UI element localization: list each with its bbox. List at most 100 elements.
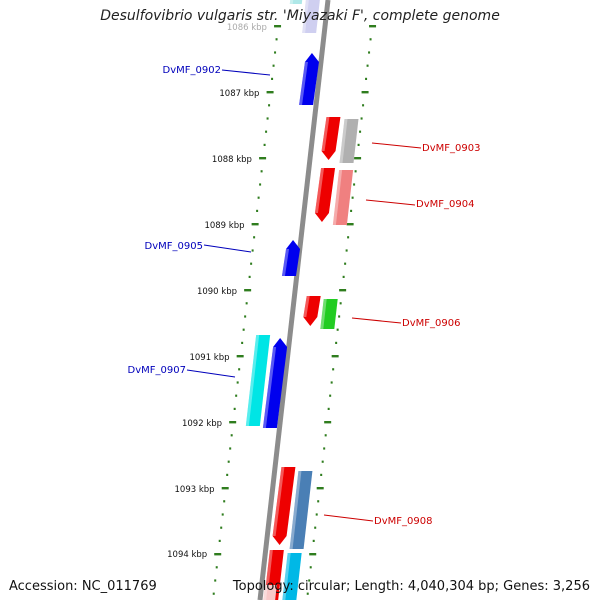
tick-mark (238, 368, 241, 371)
tick-mark (309, 566, 312, 569)
gene-feature-dvmf-0907-b (262, 338, 288, 428)
tick-mark (260, 170, 263, 173)
tick-mark (256, 209, 259, 212)
tick-mark (250, 262, 253, 265)
gene-feature-dvmf-0903-b-shine (339, 119, 348, 163)
tick-mark (354, 157, 362, 160)
tick-mark (271, 77, 274, 80)
gene-feature-dvmf-0906-a-shine (303, 296, 310, 317)
tick-mark (317, 500, 320, 503)
gene-feature-dvmf-0902-body (299, 53, 319, 105)
gene-feature-dvmf-0907-b-shine (262, 347, 277, 428)
gene-feature-dvmf-0902-shine (299, 62, 308, 105)
gene-feature-dvmf-0904-a-body (314, 168, 336, 222)
gene-feature-dvmf-0903-b-body (339, 119, 359, 163)
tick-mark (323, 447, 326, 450)
ruler-label: 1094 kbp (167, 550, 207, 560)
tick-mark (342, 275, 345, 278)
gene-feature-dvmf-0905 (281, 240, 301, 276)
tick-mark (347, 236, 350, 239)
gene-feature-dvmf-0906-a (303, 296, 321, 326)
gene-label: DvMF_0903 (422, 143, 480, 154)
gene-feature-dvmf-0908-b (289, 471, 313, 549)
tick-mark (354, 170, 357, 173)
gene-feature-dvmf-0906-b-body (320, 299, 338, 329)
gene-feature-dvmf-0904-a (314, 168, 336, 222)
gene-feature-dvmf-0904-b-shine (332, 170, 343, 225)
gene-feature-dvmf-0903-a (321, 117, 341, 160)
tick-mark (324, 434, 327, 437)
tick-mark (266, 91, 274, 94)
tick-mark (253, 236, 256, 239)
tick-mark (330, 381, 333, 384)
tick-mark (369, 38, 372, 41)
gene-label-leader (351, 317, 402, 324)
tick-mark (245, 302, 248, 305)
tick-mark (236, 381, 239, 384)
tick-mark (215, 566, 218, 569)
tick-mark (220, 526, 223, 529)
tick-mark (366, 64, 369, 67)
tick-mark (321, 460, 324, 463)
tick-mark (338, 315, 341, 318)
gene-feature-dvmf-0906-b (320, 299, 338, 329)
tick-mark (362, 104, 365, 107)
tick-mark (233, 407, 236, 410)
gene-feature-bottom-faded-shine (263, 585, 268, 600)
tick-mark (309, 553, 317, 556)
tick-mark (339, 302, 342, 305)
gene-feature-dvmf-0908-b-body (289, 471, 313, 549)
tick-mark (331, 355, 339, 358)
tick-mark (350, 209, 353, 212)
gene-feature-dvmf-0905-shine (281, 249, 290, 276)
gene-label-leader (365, 199, 416, 206)
tick-mark (329, 394, 332, 397)
gene-feature-dvmf-0907-b-body (262, 338, 288, 428)
tick-mark (360, 117, 363, 120)
tick-mark (226, 473, 229, 476)
tick-mark (320, 473, 323, 476)
tick-mark (332, 368, 335, 371)
tick-mark (369, 25, 377, 28)
accession-text: Accession: NC_011769 (9, 579, 157, 594)
gene-feature-bottom-b-body (282, 553, 302, 600)
tick-mark (353, 183, 356, 186)
gene-feature-dvmf-0908-a-shine (272, 467, 285, 536)
tick-mark (268, 104, 271, 107)
gene-label-leader (186, 369, 236, 378)
tick-mark (244, 289, 252, 292)
tick-mark (229, 421, 237, 424)
gene-feature-dvmf-0907-a-body (245, 335, 271, 426)
ruler-label: 1092 kbp (182, 419, 222, 429)
tick-mark (327, 407, 330, 410)
tick-mark (223, 500, 226, 503)
gene-label-leader (203, 244, 252, 253)
tick-mark (339, 289, 347, 292)
tick-mark (251, 223, 259, 226)
tick-mark (272, 64, 275, 67)
gene-feature-top-faded (302, 0, 320, 33)
gene-feature-dvmf-0904-b-body (332, 170, 354, 225)
ruler-label: 1087 kbp (219, 89, 259, 99)
tick-mark (230, 434, 233, 437)
gene-label-leader (371, 142, 422, 149)
gene-label: DvMF_0905 (145, 241, 203, 252)
gene-feature-bottom-b-shine (282, 553, 291, 600)
gene-feature-dvmf-0907-a-shine (245, 335, 260, 426)
topology-text: Topology: circular; Length: 4,040,304 bp… (232, 579, 590, 594)
tick-mark (351, 196, 354, 199)
gene-feature-bottom-faded (263, 585, 277, 600)
gene-feature-dvmf-0903-b (339, 119, 359, 163)
tick-mark (368, 51, 371, 54)
tick-mark (346, 223, 354, 226)
gene-feature-dvmf-0903-a-body (321, 117, 341, 160)
gene-feature-bottom-b (282, 553, 302, 600)
gene-feature-dvmf-0906-b-shine (320, 299, 327, 329)
ruler-label: 1093 kbp (175, 485, 215, 495)
tick-mark (357, 143, 360, 146)
gene-label: DvMF_0908 (374, 516, 432, 527)
tick-mark (316, 487, 324, 490)
ruler-label: 1090 kbp (197, 287, 237, 297)
tick-mark (221, 513, 224, 516)
